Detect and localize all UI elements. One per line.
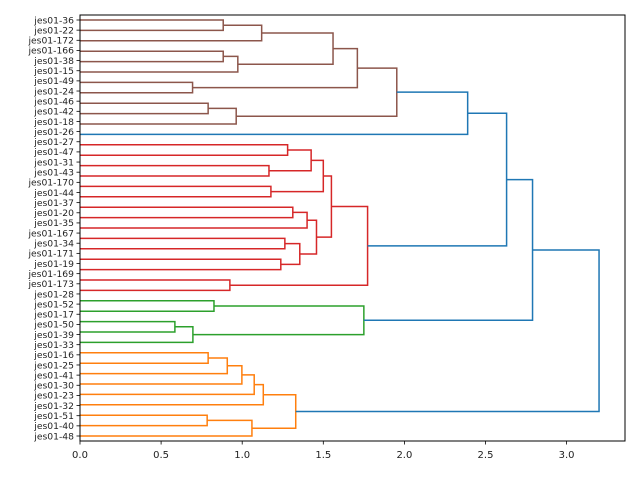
- dendrogram-link: [80, 365, 243, 385]
- dendrogram-link: [237, 32, 334, 65]
- dendrogram-link: [80, 352, 209, 364]
- dendrogram-link: [80, 320, 176, 333]
- dendrogram-link: [80, 211, 308, 229]
- dendrogram-link: [80, 107, 237, 125]
- leaf-label: jes01-169: [27, 269, 74, 280]
- dendrogram-link: [80, 185, 272, 198]
- dendrogram-link: [270, 159, 325, 193]
- leaf-label: jes01-43: [33, 167, 74, 178]
- leaf-label: jes01-28: [33, 289, 74, 300]
- leaf-label: jes01-25: [33, 360, 74, 371]
- leaf-label: jes01-173: [27, 279, 74, 290]
- leaf-label: jes01-35: [33, 218, 74, 229]
- dendrogram-link: [268, 149, 312, 172]
- leaf-label: jes01-51: [33, 411, 74, 422]
- dendrogram-link: [80, 357, 229, 375]
- dendrogram-link: [192, 305, 365, 336]
- leaf-label: jes01-22: [33, 25, 74, 36]
- leaf-label: jes01-47: [33, 147, 74, 158]
- dendrogram-link: [80, 144, 289, 156]
- dendrogram-link: [80, 164, 270, 177]
- dendrogram-link: [367, 112, 508, 247]
- leaf-label: jes01-38: [33, 56, 74, 67]
- leaf-label: jes01-16: [33, 350, 74, 361]
- leaf-label: jes01-166: [27, 46, 74, 57]
- dendrogram-link: [80, 414, 208, 427]
- leaf-label: jes01-49: [33, 76, 74, 87]
- leaf-label: jes01-37: [33, 198, 74, 209]
- leaf-label: jes01-50: [33, 320, 74, 331]
- leaf-label: jes01-44: [33, 188, 74, 199]
- leaf-labels: jes01-36jes01-22jes01-172jes01-166jes01-…: [27, 15, 80, 442]
- x-tick-label: 1.5: [315, 450, 331, 461]
- dendrogram-link: [80, 81, 194, 94]
- dendrogram-link: [80, 258, 282, 271]
- dendrogram-links: [80, 19, 600, 437]
- dendrogram-link: [80, 19, 224, 32]
- leaf-label: jes01-26: [33, 127, 74, 138]
- dendrogram-link: [80, 419, 253, 437]
- leaf-label: jes01-23: [33, 391, 74, 402]
- leaf-label: jes01-42: [33, 107, 74, 118]
- leaf-label: jes01-15: [33, 66, 74, 77]
- leaf-label: jes01-170: [27, 178, 74, 189]
- leaf-label: jes01-52: [33, 299, 74, 310]
- dendrogram-link: [80, 50, 224, 63]
- dendrogram-link: [192, 47, 359, 89]
- leaf-label: jes01-30: [33, 381, 74, 392]
- x-tick-label: 0.5: [153, 450, 169, 461]
- dendrogram-link: [299, 219, 318, 255]
- leaf-label: jes01-46: [33, 96, 74, 107]
- x-tick-label: 2.0: [396, 450, 412, 461]
- leaf-label: jes01-18: [33, 117, 74, 128]
- dendrogram-link: [80, 55, 239, 73]
- x-tick-label: 2.5: [478, 450, 494, 461]
- leaf-label: jes01-34: [33, 239, 74, 250]
- x-tick-label: 3.0: [559, 450, 575, 461]
- leaf-label: jes01-24: [33, 86, 74, 97]
- leaf-label: jes01-17: [33, 310, 74, 321]
- dendrogram-link: [80, 326, 194, 344]
- leaf-label: jes01-31: [33, 157, 74, 168]
- x-tick-label: 1.0: [234, 450, 250, 461]
- leaf-label: jes01-39: [33, 330, 74, 341]
- dendrogram-link: [80, 206, 294, 219]
- leaf-label: jes01-41: [33, 370, 74, 381]
- leaf-label: jes01-36: [33, 15, 74, 26]
- dendrogram-link: [251, 393, 297, 429]
- leaf-label: jes01-167: [27, 228, 74, 239]
- dendrogram-link: [80, 24, 263, 42]
- leaf-label: jes01-32: [33, 401, 74, 412]
- dendrogram-link: [80, 102, 209, 115]
- leaf-label: jes01-27: [33, 137, 74, 148]
- dendrogram-link: [80, 374, 255, 396]
- dendrogram-link: [80, 279, 231, 292]
- x-axis-ticks: 0.0 0.5 1.0 1.5 2.0 2.5 3.0: [72, 441, 575, 461]
- dendrogram-link: [80, 237, 286, 250]
- leaf-label: jes01-171: [27, 249, 74, 260]
- x-tick-label: 0.0: [72, 450, 88, 461]
- leaf-label: jes01-19: [33, 259, 74, 270]
- dendrogram-link: [295, 249, 600, 413]
- leaf-label: jes01-48: [33, 431, 74, 442]
- leaf-label: jes01-40: [33, 421, 74, 432]
- dendrogram-link: [280, 242, 301, 266]
- plot-frame: [79, 14, 626, 442]
- leaf-label: jes01-172: [27, 36, 74, 47]
- dendrogram-link: [236, 67, 398, 117]
- leaf-label: jes01-20: [33, 208, 74, 219]
- leaf-label: jes01-33: [33, 340, 74, 351]
- dendrogram-link: [80, 300, 215, 312]
